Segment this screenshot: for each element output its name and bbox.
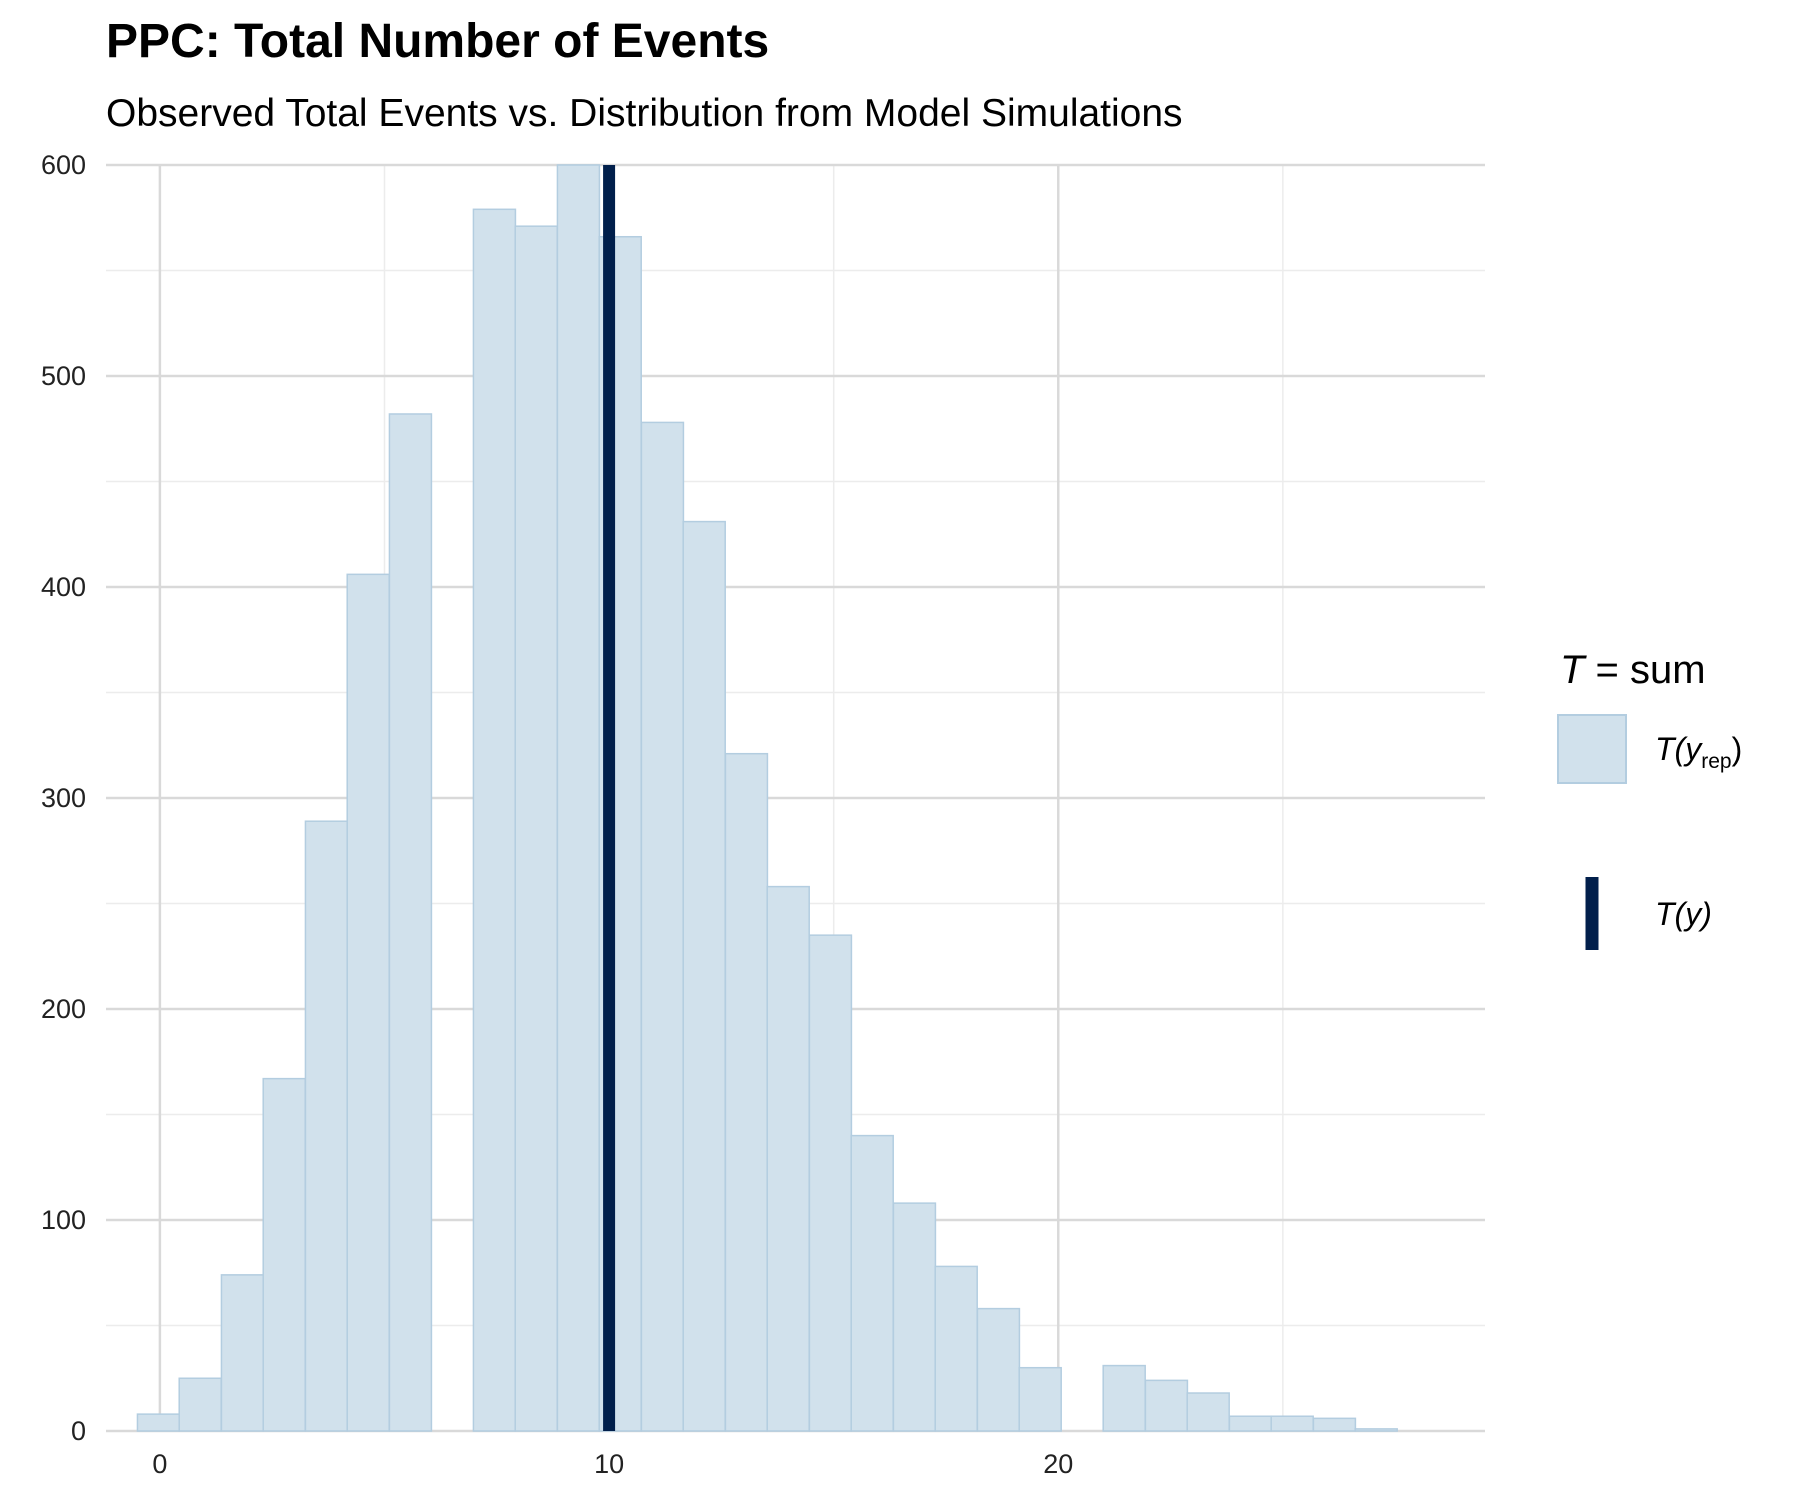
histogram-bar (640, 421, 685, 1432)
histogram-bar (514, 225, 558, 1432)
histogram-bar (1354, 1428, 1398, 1432)
histogram-bar (724, 752, 769, 1432)
histogram-bar (388, 413, 433, 1432)
legend: T = sum T(yrep) T(y) (1557, 648, 1742, 950)
histogram-bar (892, 1202, 937, 1432)
histogram-bars (136, 164, 1398, 1432)
histogram-bar (976, 1307, 1021, 1432)
y-tick-label: 200 (41, 994, 86, 1024)
legend-swatch-yrep (1557, 714, 1627, 784)
x-tick-label: 0 (152, 1449, 167, 1479)
histogram-bar (178, 1377, 222, 1432)
y-tick-label: 100 (41, 1205, 86, 1235)
chart-subtitle: Observed Total Events vs. Distribution f… (106, 92, 1183, 135)
legend-label-yrep: T(yrep) (1655, 731, 1742, 773)
histogram-bar (1270, 1415, 1314, 1432)
y-tick-label: 600 (41, 150, 86, 180)
x-tick-label: 20 (1043, 1449, 1073, 1479)
histogram-bar (472, 208, 517, 1432)
y-tick-label: 0 (71, 1416, 86, 1446)
x-tick-label: 10 (594, 1449, 624, 1479)
histogram-bar (220, 1274, 265, 1432)
y-tick-label: 300 (41, 783, 86, 813)
histogram-bar (1102, 1364, 1146, 1432)
histogram-bar (850, 1134, 894, 1432)
histogram-bar (1144, 1379, 1189, 1432)
histogram-bar (262, 1077, 306, 1432)
histogram-bar (766, 885, 810, 1432)
histogram-bar (934, 1265, 978, 1432)
histogram-bar (1312, 1417, 1357, 1432)
histogram-bar (1228, 1415, 1273, 1432)
histogram-bar (304, 820, 349, 1432)
legend-title: T = sum (1560, 648, 1706, 692)
y-tick-label: 400 (41, 572, 86, 602)
axis-tick-labels: 0 100 200 300 400 500 600 0 10 20 (41, 150, 1073, 1479)
histogram-bar (346, 573, 390, 1432)
histogram-bar (682, 520, 726, 1432)
histogram-bar (556, 164, 601, 1432)
histogram-bar (1186, 1392, 1230, 1432)
histogram-bar (808, 934, 853, 1432)
legend-label-y: T(y) (1655, 896, 1712, 932)
chart-title: PPC: Total Number of Events (106, 15, 770, 68)
y-tick-label: 500 (41, 361, 86, 391)
histogram-bar (1018, 1366, 1062, 1432)
histogram-bar (136, 1413, 181, 1432)
